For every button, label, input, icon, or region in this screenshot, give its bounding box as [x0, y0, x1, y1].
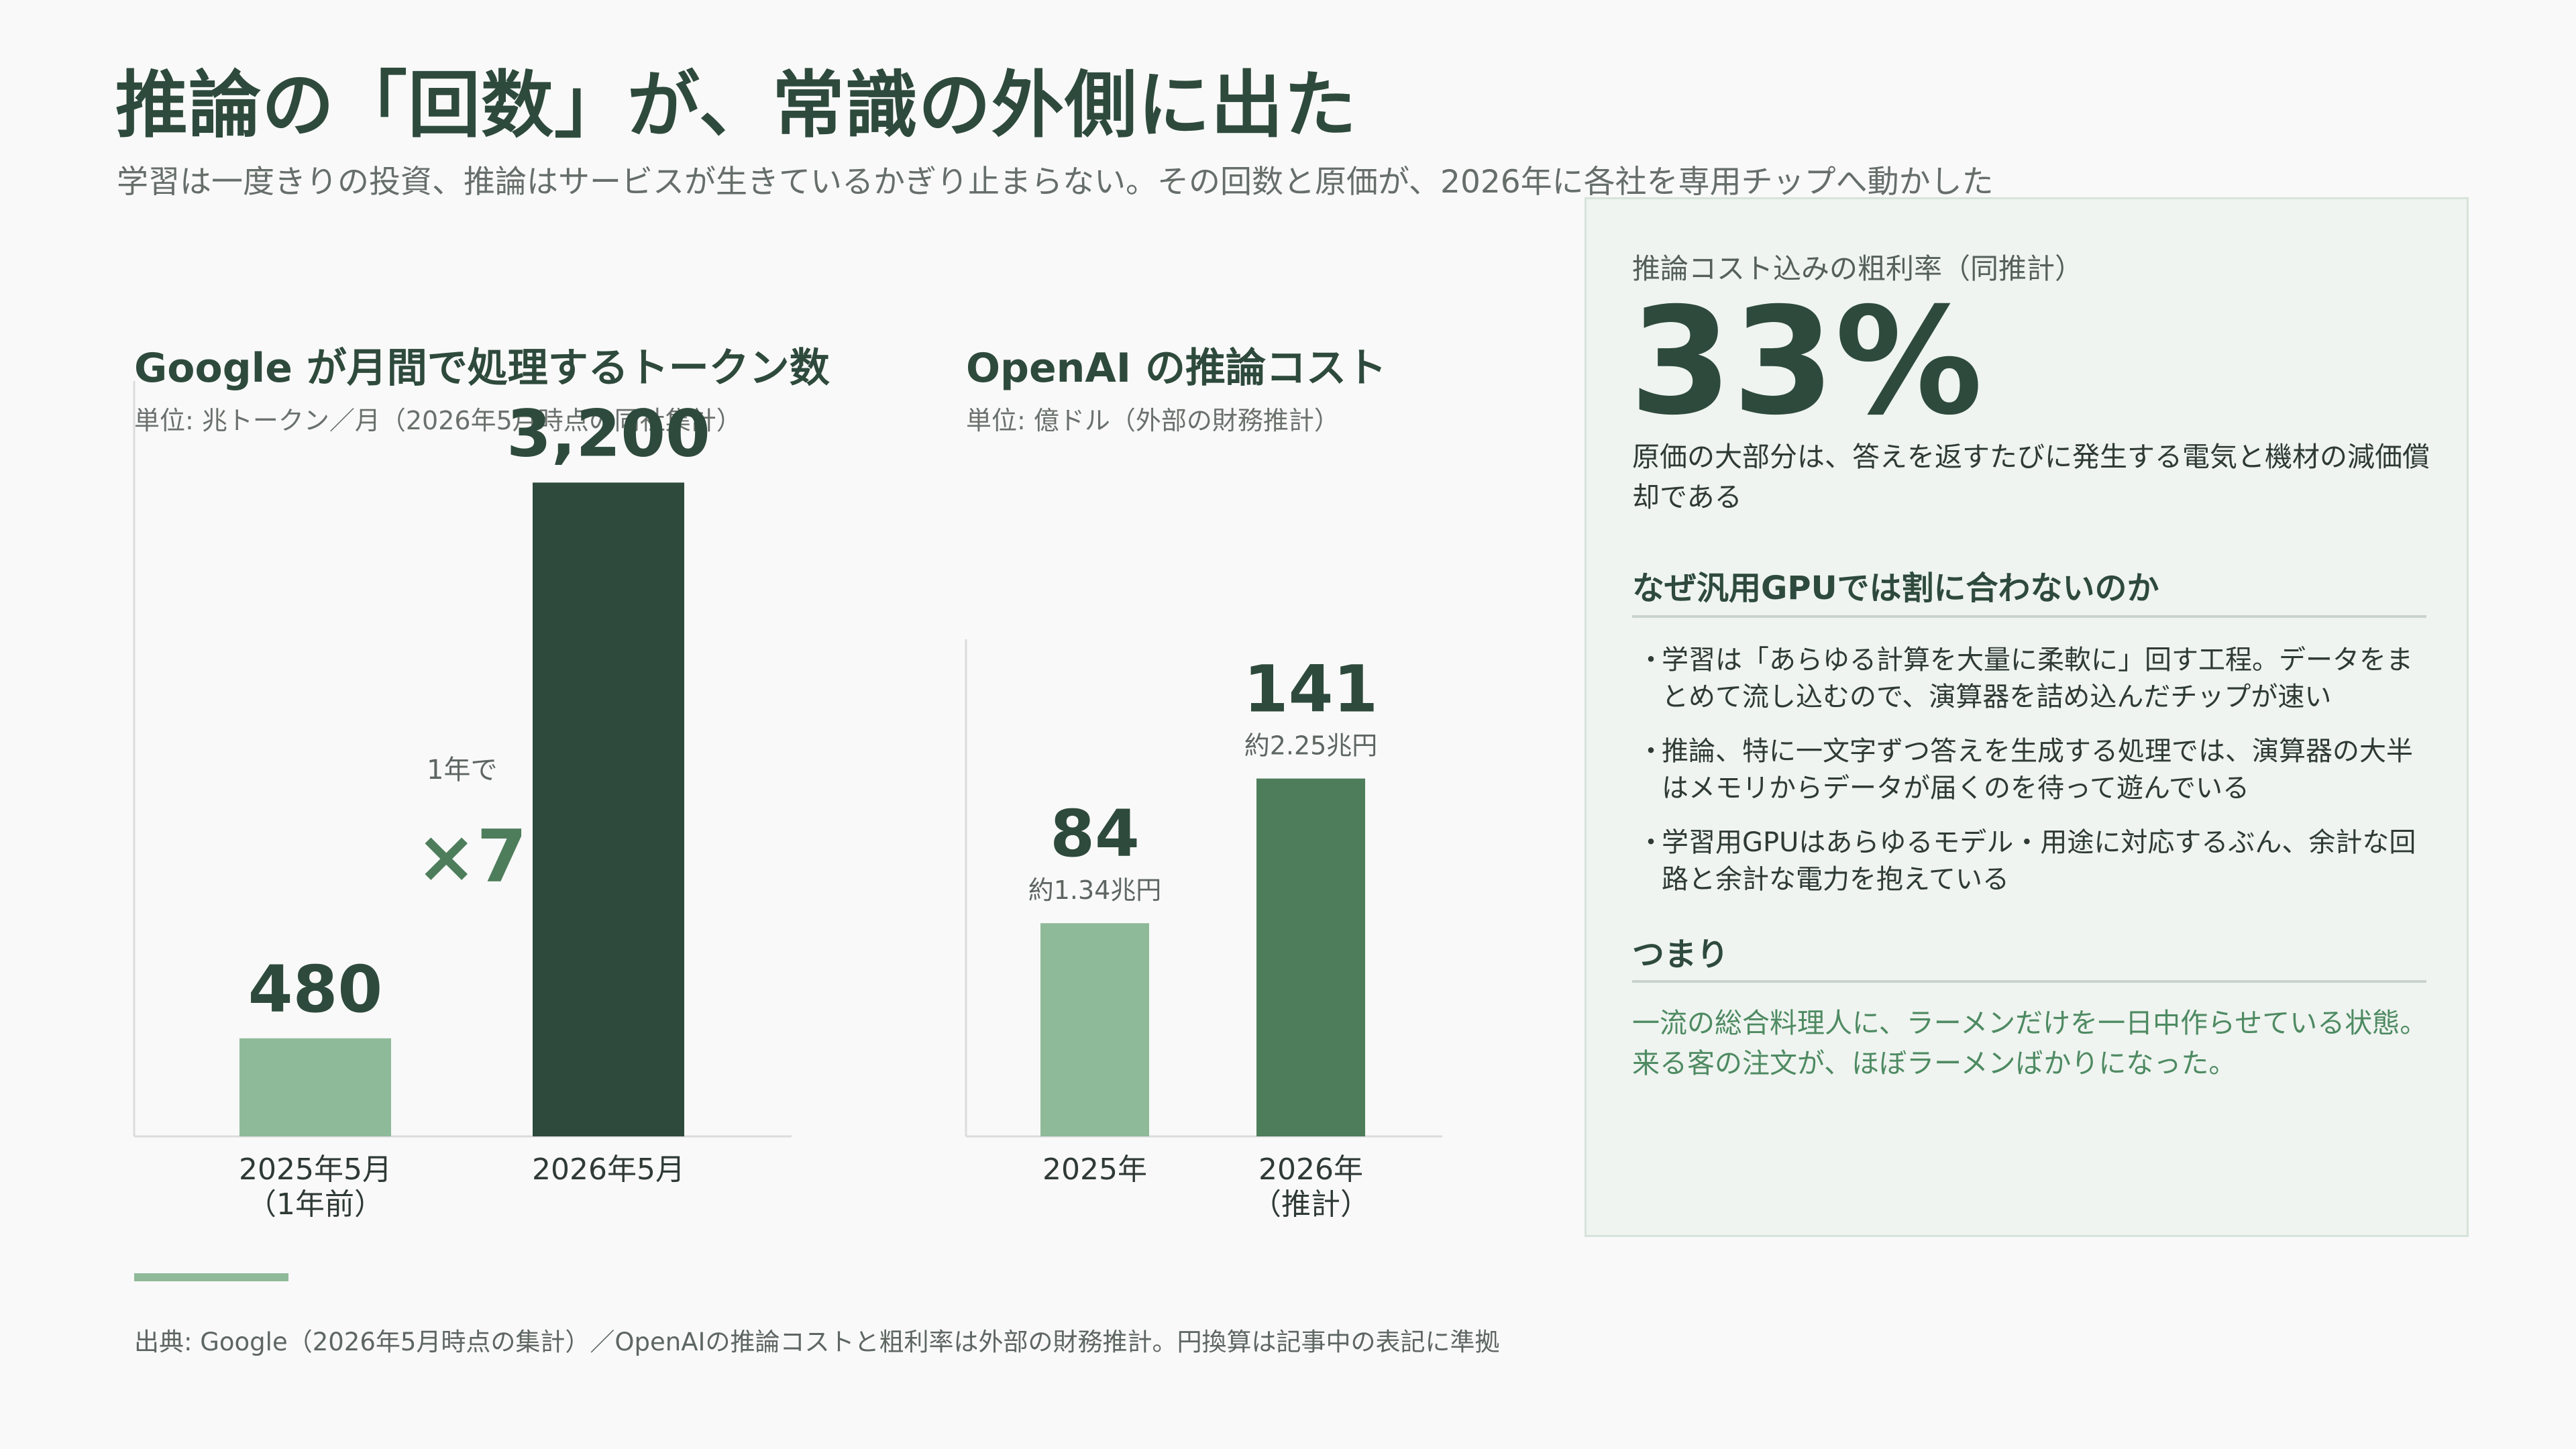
growth-prefix: 1年で [427, 755, 498, 786]
source-note: 出典: Google（2026年5月時点の集計）／OpenAIの推論コストと粗利… [134, 1328, 1500, 1356]
openai-chart-bar [1040, 923, 1149, 1136]
left-chart-unit: 単位: 兆トークン／月（2026年5月時点の同社集計） [134, 406, 742, 435]
reason-list: ・学習は「あらゆる計算を大量に柔軟に」回す工程。データをまとめて流し込むので、演… [1632, 642, 2437, 916]
openai-chart-sub-label: 約1.34兆円 [1028, 875, 1162, 905]
source-accent-bar [134, 1273, 288, 1281]
openai-chart-value-label: 84 [1050, 796, 1140, 871]
reason-item: ・学習は「あらゆる計算を大量に柔軟に」回す工程。データをまとめて流し込むので、演… [1632, 642, 2437, 716]
metric-label: 推論コスト込みの粗利率（同推計） [1632, 252, 2084, 285]
why-heading: なぜ汎用GPUでは割に合わないのか [1632, 570, 2159, 607]
google-chart-category-label: （1年前） [247, 1187, 384, 1222]
google-chart-value-label: 480 [248, 952, 382, 1027]
summary-text: 一流の総合料理人に、ラーメンだけを一日中作らせている状態。来る客の注文が、ほぼラ… [1632, 1007, 2428, 1079]
openai-chart-value-label: 141 [1244, 652, 1378, 727]
reason-item: ・推論、特に一文字ずつ答えを生成する処理では、演算器の大半はメモリからデータが届… [1632, 733, 2437, 807]
growth-multiplier: ×7 [416, 815, 527, 899]
right-chart-title: OpenAI の推論コスト [966, 345, 1387, 392]
summary-heading: つまり [1632, 936, 1729, 973]
google-tokens-chart: 480 2025年5月（1年前） 3,200 2026年5月 [133, 381, 792, 1222]
summary-divider [1632, 980, 2426, 983]
bullet-mark: ・ [1638, 736, 1664, 767]
openai-chart-bar [1256, 778, 1365, 1136]
bullet-mark: ・ [1638, 827, 1664, 858]
why-divider [1632, 615, 2426, 618]
metric-value: 33% [1629, 276, 1983, 447]
google-chart-value-label: 3,200 [506, 396, 710, 471]
reason-item: ・学習用GPUはあらゆるモデル・用途に対応するぶん、余計な回路と余計な電力を抱え… [1632, 824, 2437, 898]
page-subtitle: 学習は一度きりの投資、推論はサービスが生きているかぎり止まらない。その回数と原価… [117, 164, 1994, 201]
google-chart-category-label: 2025年5月 [239, 1152, 392, 1187]
google-chart-category-label: 2026年5月 [532, 1152, 685, 1187]
google-chart-bar [239, 1038, 391, 1136]
page-title: 推論の「回数」が、常識の外側に出た [115, 64, 1357, 148]
summary-panel: 推論コスト込みの粗利率（同推計） 33% 原価の大部分は、答えを返すたびに発生す… [1585, 197, 2469, 1237]
openai-chart-category-label: （推計） [1252, 1187, 1370, 1222]
openai-chart-sub-label: 約2.25兆円 [1244, 731, 1378, 761]
google-chart-bar [533, 482, 684, 1136]
right-chart-unit: 単位: 億ドル（外部の財務推計） [966, 406, 1340, 435]
metric-description: 原価の大部分は、答えを返すたびに発生する電気と機材の減価償却である [1632, 441, 2430, 513]
bullet-mark: ・ [1638, 645, 1664, 676]
openai-chart-category-label: 2026年 [1258, 1152, 1363, 1187]
left-chart-title: Google が月間で処理するトークン数 [134, 345, 830, 392]
openai-chart-category-label: 2025年 [1042, 1152, 1147, 1187]
openai-cost-chart: 約1.34兆円 84 2025年 約2.25兆円 141 2026年（推計） [965, 639, 1442, 1222]
